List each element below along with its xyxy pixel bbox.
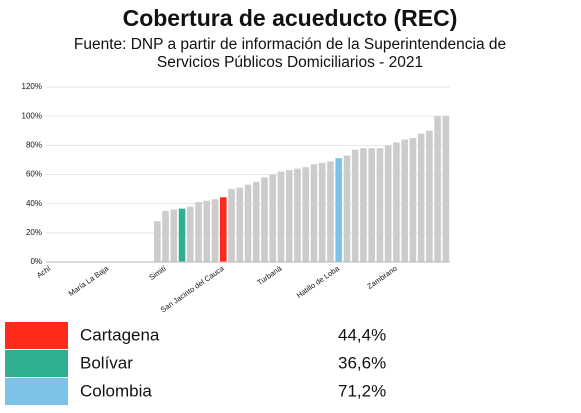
- bar: [302, 167, 310, 262]
- bar: [154, 221, 161, 262]
- bar: [335, 158, 342, 262]
- legend-swatch: [5, 378, 68, 405]
- bar: [195, 202, 202, 262]
- bar: [384, 145, 392, 262]
- legend-label: Colombia: [80, 381, 152, 400]
- legend-value: 36,6%: [338, 353, 386, 372]
- bar: [252, 181, 260, 262]
- chart-title: Cobertura de acueducto (REC): [123, 5, 458, 31]
- bar: [170, 209, 178, 262]
- bar: [327, 161, 334, 262]
- chart-subtitle: Servicios Públicos Domiciliarios - 2021: [157, 54, 423, 71]
- bar: [442, 116, 450, 263]
- bar: [203, 200, 211, 262]
- legend-label: Bolívar: [80, 353, 133, 372]
- x-tick-label: Turbaná: [255, 263, 283, 287]
- bar: [360, 148, 367, 262]
- bar: [162, 210, 169, 262]
- bar: [409, 138, 417, 262]
- y-tick-label: 0%: [30, 257, 42, 266]
- x-tick-label: Hatillo de Loba: [295, 263, 342, 300]
- bar: [294, 168, 301, 262]
- bar: [236, 187, 244, 262]
- legend-label: Cartagena: [80, 325, 160, 344]
- bar: [178, 208, 186, 262]
- bar: [376, 148, 384, 262]
- legend-value: 71,2%: [338, 381, 386, 400]
- legend-value: 44,4%: [338, 325, 386, 344]
- bar: [277, 171, 285, 262]
- bar: [261, 177, 268, 262]
- bar: [244, 184, 252, 262]
- y-tick-label: 60%: [26, 170, 42, 179]
- bar: [211, 199, 219, 262]
- bar: [219, 197, 227, 262]
- bar: [426, 130, 433, 262]
- x-tick-label: Zambrano: [366, 264, 399, 291]
- bar: [417, 133, 425, 262]
- bar: [351, 149, 359, 262]
- y-tick-label: 120%: [22, 82, 42, 91]
- bar: [228, 189, 235, 262]
- bar: [318, 162, 326, 262]
- y-tick-label: 100%: [22, 111, 42, 120]
- x-tick-label: Simití: [147, 263, 168, 282]
- bar: [186, 206, 194, 262]
- y-tick-label: 40%: [26, 199, 42, 208]
- bar: [434, 116, 441, 263]
- chart-subtitle: Fuente: DNP a partir de información de l…: [74, 36, 506, 53]
- y-tick-label: 20%: [26, 228, 42, 237]
- bar: [401, 139, 408, 262]
- x-tick-label: San Jacinto del Cauca: [159, 263, 226, 314]
- bar: [269, 174, 277, 262]
- bar: [310, 164, 318, 262]
- bar: [393, 142, 400, 262]
- bar: [343, 155, 351, 262]
- bar: [285, 170, 293, 262]
- x-tick-label: María La Baja: [67, 263, 111, 298]
- legend-swatch: [5, 350, 68, 377]
- bar: [368, 148, 375, 262]
- legend-swatch: [5, 322, 68, 349]
- y-tick-label: 80%: [26, 140, 42, 149]
